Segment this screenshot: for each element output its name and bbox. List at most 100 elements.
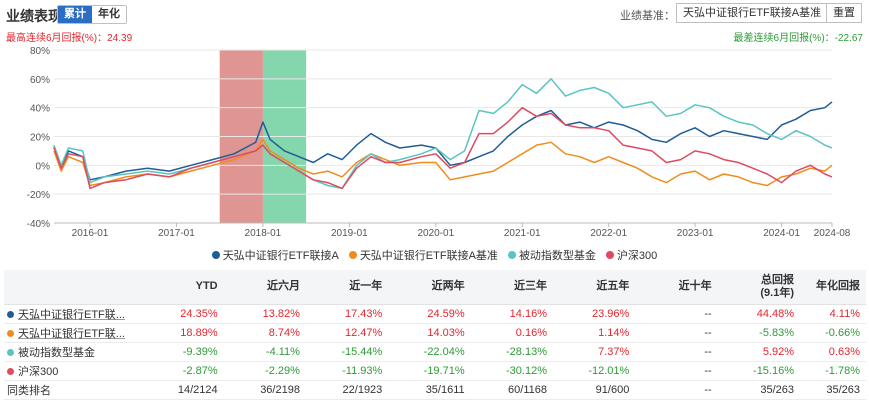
series-dot-icon bbox=[7, 311, 14, 319]
column-header: 年化回报 bbox=[800, 270, 866, 305]
cell-value: -1.78% bbox=[800, 361, 866, 381]
benchmark-select[interactable]: 天弘中证银行ETF联接A基准 bbox=[676, 3, 829, 23]
cell-value: -12.01% bbox=[552, 361, 636, 381]
cell-value: -4.11% bbox=[223, 342, 306, 362]
cell-value: 22/1923 bbox=[305, 380, 389, 400]
cell-value: -19.71% bbox=[388, 361, 471, 381]
y-tick-label: 20% bbox=[30, 133, 50, 144]
table-row: 天弘中证银行ETF联... 24.35% 13.82% 17.43% 24.59% 14.… bbox=[4, 304, 866, 324]
cell-value: -- bbox=[635, 304, 718, 324]
table-row: 同类排名 14/2124 36/2198 22/1923 35/1611 60/1168 9… bbox=[4, 380, 866, 400]
benchmark-label: 业绩基准： bbox=[620, 10, 675, 22]
cell-value: 14.03% bbox=[388, 323, 471, 343]
cell-value: 60/1168 bbox=[470, 380, 553, 400]
reset-button[interactable]: 重置 bbox=[826, 3, 862, 23]
tab-annualized[interactable]: 年化 bbox=[92, 6, 126, 23]
max-6m-return-label: 最高连续6月回报(%)：24.39 bbox=[6, 33, 133, 44]
series-dot-icon bbox=[7, 330, 14, 338]
cell-value: 18.89% bbox=[146, 323, 224, 343]
cell-value: 24.35% bbox=[146, 304, 224, 324]
table-row: 沪深300 -2.87% -2.29% -11.93% -19.71% -30.12% -1… bbox=[4, 361, 866, 381]
x-tick-label: 2016-01 bbox=[72, 228, 109, 239]
column-header: 总回报 (9.1年) bbox=[717, 270, 801, 305]
legend-label: 天弘中证银行ETF联接A基准 bbox=[359, 250, 498, 262]
fund-link[interactable]: 天弘中证银行ETF联... bbox=[18, 308, 125, 321]
column-header: 近一年 bbox=[305, 270, 389, 305]
legend-label: 沪深300 bbox=[616, 250, 658, 262]
cell-value: 17.43% bbox=[305, 304, 389, 324]
y-tick-label: -20% bbox=[27, 190, 50, 201]
cell-value: -30.12% bbox=[470, 361, 553, 381]
column-header: 近十年 bbox=[635, 270, 718, 305]
y-tick-label: 80% bbox=[30, 46, 50, 57]
cell-value: 14/2124 bbox=[146, 380, 224, 400]
legend-dot-icon bbox=[605, 251, 614, 259]
cell-value: -9.39% bbox=[146, 342, 224, 362]
cell-value: -22.04% bbox=[388, 342, 471, 362]
legend-item-3[interactable]: 沪深300 bbox=[605, 247, 658, 263]
cell-value: 1.14% bbox=[552, 323, 636, 343]
column-header bbox=[4, 270, 147, 305]
cell-value: 91/600 bbox=[552, 380, 636, 400]
row-name[interactable]: 天弘中证银行ETF联... bbox=[4, 304, 147, 324]
cell-value: -15.16% bbox=[717, 361, 801, 381]
x-tick-label: 2017-01 bbox=[158, 228, 195, 239]
cell-value: -- bbox=[635, 380, 718, 400]
x-tick-label: 2018-01 bbox=[245, 228, 282, 239]
legend-dot-icon bbox=[507, 251, 516, 259]
row-name[interactable]: 天弘中证银行ETF联... bbox=[4, 323, 147, 343]
cell-value: -15.44% bbox=[305, 342, 389, 362]
column-header: 近五年 bbox=[552, 270, 636, 305]
row-name: 沪深300 bbox=[4, 361, 147, 381]
cell-value: 12.47% bbox=[305, 323, 389, 343]
cell-value: 0.63% bbox=[800, 342, 866, 362]
row-name: 同类排名 bbox=[4, 380, 147, 400]
cell-value: 35/1611 bbox=[388, 380, 471, 400]
tab-cumulative[interactable]: 累计 bbox=[58, 6, 92, 23]
series-line-0 bbox=[53, 101, 833, 181]
x-tick-label: 2024-01 bbox=[763, 228, 800, 239]
cell-value: -- bbox=[635, 361, 718, 381]
cell-value: 36/2198 bbox=[223, 380, 306, 400]
y-tick-label: -40% bbox=[27, 219, 50, 230]
x-tick-label: 2023-01 bbox=[677, 228, 714, 239]
series-dot-icon bbox=[7, 349, 14, 357]
cell-value: -- bbox=[635, 342, 718, 362]
fund-link[interactable]: 天弘中证银行ETF联... bbox=[18, 327, 125, 340]
x-tick-label: 2024-08 bbox=[814, 228, 851, 239]
performance-line-chart[interactable]: 80% 60% 40% 20% 0% -20% -40% 2016-01 2017-01 2018… bbox=[0, 40, 869, 240]
series-dot-icon bbox=[7, 368, 14, 376]
row-label: 被动指数型基金 bbox=[18, 346, 95, 359]
table-row: 被动指数型基金 -9.39% -4.11% -15.44% -22.04% -28.13%… bbox=[4, 342, 866, 362]
cell-value: 35/263 bbox=[717, 380, 801, 400]
cell-value: -2.29% bbox=[223, 361, 306, 381]
x-tick-label: 2021-01 bbox=[504, 228, 541, 239]
mode-tabs: 累计 年化 bbox=[57, 5, 127, 24]
column-header: 近六月 bbox=[223, 270, 306, 305]
cell-value: 4.11% bbox=[800, 304, 866, 324]
legend-item-2[interactable]: 被动指数型基金 bbox=[507, 247, 596, 263]
legend-item-1[interactable]: 天弘中证银行ETF联接A基准 bbox=[348, 247, 498, 263]
legend-dot-icon bbox=[348, 251, 357, 259]
row-label: 沪深300 bbox=[18, 365, 59, 378]
cell-value: -0.66% bbox=[800, 323, 866, 343]
series-line-1 bbox=[53, 138, 833, 187]
legend-label: 被动指数型基金 bbox=[518, 250, 596, 262]
legend-item-0[interactable]: 天弘中证银行ETF联接A bbox=[211, 247, 339, 263]
x-tick-label: 2019-01 bbox=[331, 228, 368, 239]
cell-value: 14.16% bbox=[470, 304, 553, 324]
row-label: 同类排名 bbox=[7, 384, 51, 397]
cell-value: 24.59% bbox=[388, 304, 471, 324]
x-tick-label: 2020-01 bbox=[417, 228, 454, 239]
cell-value: 35/263 bbox=[800, 380, 866, 400]
cell-value: -- bbox=[635, 323, 718, 343]
column-header: 近三年 bbox=[470, 270, 553, 305]
cell-value: 8.74% bbox=[223, 323, 306, 343]
column-header: 近两年 bbox=[388, 270, 471, 305]
cell-value: -11.93% bbox=[305, 361, 389, 381]
table-header-row: YTD 近六月 近一年 近两年 近三年 近五年 近十年 总回报 (9.1年) 年化回报 bbox=[4, 270, 866, 305]
cell-value: 7.37% bbox=[552, 342, 636, 362]
chart-legend: 天弘中证银行ETF联接A 天弘中证银行ETF联接A基准 被动指数型基金 沪深300 bbox=[0, 247, 869, 263]
x-tick-label: 2022-01 bbox=[590, 228, 627, 239]
cell-value: 23.96% bbox=[552, 304, 636, 324]
